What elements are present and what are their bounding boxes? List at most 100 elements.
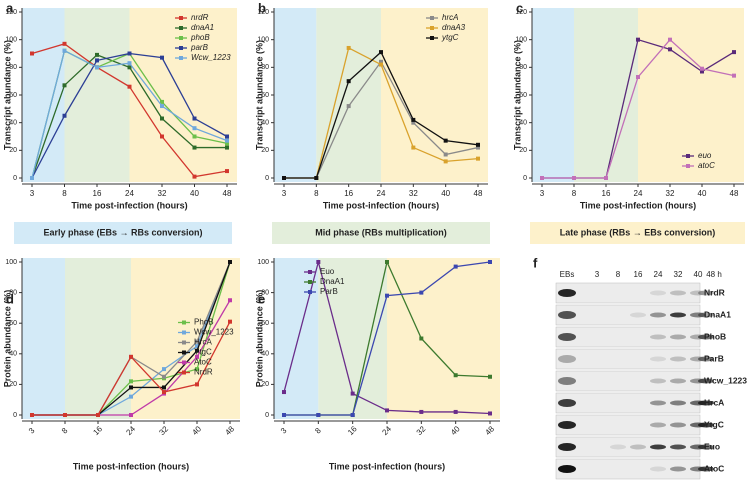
data-point xyxy=(350,391,355,396)
legend-marker xyxy=(308,270,312,274)
x-tick-label: 40 xyxy=(698,189,707,198)
protein-label: Euo xyxy=(704,441,720,451)
data-point xyxy=(129,354,133,359)
data-point xyxy=(443,152,448,157)
x-axis-title: Time post-infection (hours) xyxy=(71,200,187,210)
data-point xyxy=(195,344,199,349)
data-point xyxy=(63,413,67,417)
phase-band xyxy=(274,8,317,182)
data-point xyxy=(411,120,416,125)
blot-band xyxy=(698,466,714,472)
data-point xyxy=(225,138,229,143)
blot-band xyxy=(650,312,666,318)
data-point xyxy=(62,41,67,46)
y-tick-label: 20 xyxy=(9,147,17,154)
data-point xyxy=(225,145,229,150)
panel-label: f xyxy=(533,255,538,270)
data-point xyxy=(488,374,492,379)
x-tick-label: 24 xyxy=(125,189,134,198)
blot-band xyxy=(558,443,576,451)
x-tick-label: 16 xyxy=(93,189,102,198)
legend-marker xyxy=(430,16,434,20)
y-axis-title: Transcript abundance (%) xyxy=(512,40,522,150)
data-point xyxy=(95,58,99,63)
blot-band xyxy=(670,356,686,362)
blot-band xyxy=(670,378,686,384)
data-point xyxy=(453,264,458,269)
data-point xyxy=(192,116,197,121)
data-point xyxy=(160,134,164,139)
x-tick-label: 24 xyxy=(377,189,386,198)
data-point xyxy=(419,409,424,414)
y-tick-label: 120 xyxy=(515,9,527,16)
y-tick-label: 40 xyxy=(9,120,17,127)
legend-marker xyxy=(179,56,183,60)
blot-band xyxy=(650,356,666,362)
y-tick-label: 60 xyxy=(9,320,17,327)
y-tick-label: 20 xyxy=(9,381,17,388)
data-point xyxy=(488,260,492,264)
legend-marker xyxy=(430,36,434,40)
data-point xyxy=(379,62,383,67)
data-point xyxy=(127,61,132,66)
phase-band xyxy=(22,258,65,419)
x-tick-label: 48 xyxy=(474,189,483,198)
phase-legend-box xyxy=(14,222,232,244)
phase-band xyxy=(387,258,500,419)
phase-band xyxy=(274,258,319,419)
legend-marker xyxy=(182,370,186,375)
data-point xyxy=(129,413,133,417)
data-point xyxy=(162,390,166,395)
protein-label: DnaA1 xyxy=(704,309,731,319)
x-tick-label: 40 xyxy=(441,189,450,198)
y-tick-label: 0 xyxy=(523,175,527,182)
protein-label: ParB xyxy=(704,353,724,363)
legend-label: Euo xyxy=(320,267,335,276)
legend-marker xyxy=(686,164,690,168)
data-point xyxy=(95,65,99,70)
data-point xyxy=(160,99,164,104)
y-tick-label: 20 xyxy=(261,147,269,154)
blot-band xyxy=(670,290,686,296)
data-point xyxy=(228,319,232,324)
y-tick-label: 80 xyxy=(519,64,527,71)
panel-label: a xyxy=(6,0,14,15)
data-point xyxy=(225,169,229,174)
data-point xyxy=(192,134,197,139)
data-point xyxy=(282,176,286,180)
legend-label: YtgC xyxy=(194,348,212,357)
x-tick-label: 48 xyxy=(483,424,496,437)
data-point xyxy=(192,145,197,150)
data-point xyxy=(732,50,736,55)
x-tick-label: 8 xyxy=(60,426,70,436)
blot-band xyxy=(698,444,714,450)
legend-marker xyxy=(430,26,434,30)
legend-marker xyxy=(179,16,183,20)
data-point xyxy=(282,413,286,417)
protein-label: PhoB xyxy=(704,331,726,341)
phase-band xyxy=(532,8,574,182)
protein-label: AtoC xyxy=(704,463,724,473)
protein-label: NrdR xyxy=(704,287,725,297)
x-tick-label: 8 xyxy=(572,189,577,198)
phase-band xyxy=(381,8,488,182)
y-tick-label: 60 xyxy=(9,92,17,99)
x-tick-label: 32 xyxy=(409,189,418,198)
data-point xyxy=(62,48,67,53)
data-point xyxy=(346,104,351,109)
x-tick-label: 24 xyxy=(380,424,393,437)
legend-marker xyxy=(182,350,186,355)
legend-label: PhoB xyxy=(194,318,214,327)
y-tick-label: 100 xyxy=(257,37,269,44)
x-tick-label: 48 xyxy=(730,189,739,198)
data-point xyxy=(195,339,199,344)
legend-label: parB xyxy=(190,43,209,52)
data-point xyxy=(160,116,164,121)
x-tick-label: 48 xyxy=(223,424,236,437)
y-tick-label: 0 xyxy=(13,412,17,419)
blot-band xyxy=(650,400,666,406)
y-tick-label: 120 xyxy=(5,9,17,16)
y-axis-title: Transcript abundance (%) xyxy=(254,40,264,150)
data-point xyxy=(162,374,166,379)
blot-band xyxy=(558,355,576,363)
